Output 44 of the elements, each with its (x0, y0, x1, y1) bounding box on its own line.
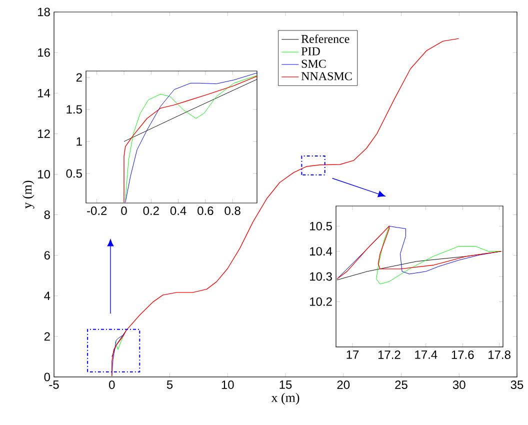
y-tick-label: 2 (76, 73, 82, 82)
y-tick-label: 18 (38, 8, 50, 16)
x-tick-label: 0.8 (224, 206, 240, 216)
legend-label: PID (301, 47, 320, 56)
x-tick-label: 15 (280, 380, 292, 389)
y-tick-label: 16 (38, 48, 50, 57)
y-tick-label: 4 (44, 292, 50, 300)
y-tick-label: 0.5 (66, 169, 82, 178)
x-tick-label: 0.2 (143, 206, 159, 216)
y-tick-label: 10.3 (310, 272, 332, 281)
y-tick-label: 1.5 (66, 105, 82, 114)
y-tick-label: 10.4 (310, 247, 332, 256)
x-tick-label: 0 (121, 206, 127, 216)
x-tick-label: 0.6 (198, 206, 214, 216)
x-tick-label: 5 (166, 380, 173, 389)
x-tick-label: -0.2 (87, 206, 107, 216)
x-tick-label: 20 (337, 380, 350, 390)
y-tick-label: 12 (38, 129, 50, 138)
x-axis-title: x (m) (271, 392, 300, 405)
x-tick-label: 25 (395, 380, 408, 390)
x-tick-label: 10 (222, 380, 234, 390)
y-axis-title: y (m) (22, 180, 34, 209)
x-tick-label: 17.4 (415, 350, 438, 359)
x-tick-label: 0 (109, 380, 115, 390)
x-tick-label: -5 (49, 380, 59, 389)
legend-label: NNASMC (301, 72, 352, 80)
y-tick-label: 14 (38, 88, 50, 98)
legend-label: Reference (301, 34, 350, 44)
y-tick-label: 0 (44, 372, 50, 382)
y-tick-label: 10.5 (310, 222, 332, 230)
legend-label: SMC (302, 60, 326, 68)
y-tick-label: 10.2 (310, 297, 332, 306)
y-tick-label: 2 (44, 332, 50, 341)
x-tick-label: 17.6 (452, 350, 474, 360)
y-tick-label: 8 (44, 210, 50, 220)
x-tick-label: 0.4 (170, 206, 186, 216)
y-tick-label: 1 (76, 137, 82, 146)
x-tick-label: 30 (452, 380, 466, 390)
y-tick-label: 6 (44, 251, 50, 260)
x-tick-label: 17.8 (488, 350, 510, 360)
x-tick-label: 35 (510, 380, 524, 390)
x-tick-label: 17 (346, 350, 359, 359)
x-tick-label: 17.2 (378, 350, 400, 359)
y-tick-label: 10 (38, 170, 50, 178)
